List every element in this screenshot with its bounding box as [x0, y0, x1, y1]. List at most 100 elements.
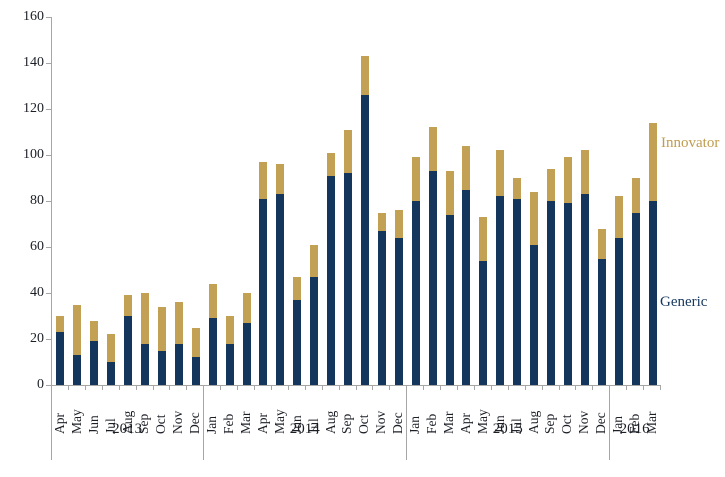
bar-2015-Mar — [445, 171, 454, 385]
bar-2015-Jun — [496, 150, 505, 385]
generic-segment — [157, 350, 166, 385]
generic-segment — [428, 171, 437, 385]
x-axis-tick — [389, 386, 391, 390]
y-axis-tick — [46, 293, 51, 294]
bar-2013-Apr — [56, 316, 65, 385]
year-divider — [203, 386, 205, 460]
generic-segment — [479, 260, 488, 385]
innovator-segment — [90, 320, 99, 342]
innovator-segment — [191, 327, 200, 358]
y-axis-tick — [46, 63, 51, 64]
bar-2013-May — [73, 304, 82, 385]
innovator-segment — [360, 56, 369, 96]
bar-2015-Jul — [513, 178, 522, 385]
generic-segment — [411, 201, 420, 385]
bar-2015-Apr — [462, 145, 471, 385]
innovator-segment — [411, 157, 420, 201]
generic-segment — [225, 343, 234, 385]
generic-segment — [513, 198, 522, 385]
bar-2014-Nov — [377, 212, 386, 385]
x-axis-tick — [660, 386, 661, 390]
innovator-segment — [327, 152, 336, 176]
x-axis-tick — [457, 386, 458, 390]
generic-segment — [445, 214, 454, 385]
generic-segment — [90, 341, 99, 385]
innovator-segment — [377, 212, 386, 231]
generic-segment — [614, 237, 623, 385]
generic-segment — [73, 355, 82, 385]
generic-segment — [377, 230, 386, 385]
year-group-2016 — [610, 17, 661, 385]
innovator-segment — [225, 316, 234, 344]
generic-segment — [191, 357, 200, 385]
year-label-2016: 2016 — [619, 421, 650, 437]
bar-2014-Mar — [242, 293, 251, 385]
innovator-segment — [107, 334, 116, 362]
y-axis-tick-label: 20 — [30, 331, 44, 346]
bar-2013-Jul — [107, 334, 116, 385]
y-axis-tick-label: 160 — [23, 9, 44, 24]
innovator-segment — [580, 150, 589, 195]
x-axis-tick — [152, 386, 154, 390]
x-axis-tick — [254, 386, 255, 390]
year-label-2014: 2014 — [289, 421, 320, 437]
x-axis-tick — [338, 386, 340, 390]
bar-2014-Jan — [208, 283, 217, 385]
y-axis-tick-label: 60 — [30, 239, 44, 254]
y-axis-tick-label: 40 — [30, 285, 44, 300]
generic-segment — [631, 212, 640, 385]
generic-segment — [327, 175, 336, 385]
bar-2014-Apr — [259, 161, 268, 385]
x-axis-tick — [575, 386, 577, 390]
innovator-segment — [631, 178, 640, 213]
innovator-segment — [343, 129, 352, 174]
y-axis-tick-label: 80 — [30, 193, 44, 208]
x-axis-tick — [490, 386, 492, 390]
year-label-2013: 2013 — [112, 421, 143, 437]
year-divider — [406, 386, 408, 460]
x-axis-tick — [101, 386, 103, 390]
bar-2014-May — [276, 164, 285, 385]
x-axis-tick — [304, 386, 306, 390]
x-axis-tick — [118, 386, 120, 390]
x-axis-tick — [67, 386, 69, 390]
generic-segment — [276, 194, 285, 385]
year-group-2015 — [407, 17, 610, 385]
x-axis-tick — [270, 386, 272, 390]
bar-2015-May — [479, 217, 488, 385]
innovator-segment — [445, 171, 454, 215]
bar-2016-Jan — [614, 196, 623, 385]
generic-segment — [56, 332, 65, 385]
innovator-segment — [530, 191, 539, 245]
bar-2013-Aug — [124, 295, 133, 385]
bar-2013-Nov — [174, 302, 183, 385]
bar-2013-Dec — [191, 327, 200, 385]
year-group-2014 — [204, 17, 407, 385]
generic-segment — [343, 173, 352, 385]
x-axis-tick — [558, 386, 560, 390]
x-axis-tick — [643, 386, 645, 390]
year-divider — [51, 386, 52, 460]
generic-segment — [496, 196, 505, 385]
innovator-segment — [479, 217, 488, 261]
generic-segment — [174, 343, 183, 385]
x-axis-tick — [440, 386, 442, 390]
y-axis-tick-label: 100 — [23, 147, 44, 162]
innovator-segment — [394, 210, 403, 238]
innovator-segment — [546, 168, 555, 201]
innovator-segment — [259, 161, 268, 199]
y-axis-tick — [46, 385, 51, 386]
bar-2015-Dec — [597, 228, 606, 385]
generic-segment — [293, 299, 302, 385]
innovator-segment — [124, 295, 133, 316]
x-axis-tick — [524, 386, 526, 390]
generic-segment — [360, 95, 369, 385]
generic-segment — [546, 201, 555, 385]
y-axis-tick — [46, 109, 51, 110]
bar-2014-Jun — [293, 276, 302, 385]
generic-segment — [140, 343, 149, 385]
generic-segment — [580, 194, 589, 385]
bar-2016-Mar — [648, 122, 657, 385]
y-axis-tick — [46, 201, 51, 202]
